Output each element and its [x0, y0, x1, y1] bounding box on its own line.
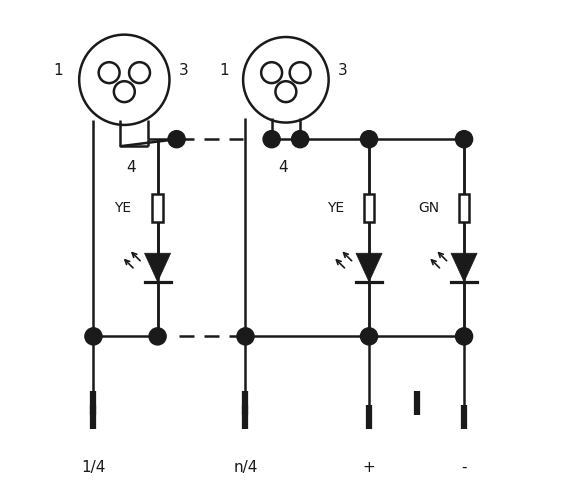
Circle shape	[168, 131, 185, 148]
Text: 1/4: 1/4	[81, 460, 105, 475]
Circle shape	[361, 328, 378, 345]
Text: -: -	[462, 460, 467, 475]
Circle shape	[263, 131, 280, 148]
Text: YE: YE	[115, 201, 132, 215]
Bar	[459, 194, 469, 222]
Polygon shape	[356, 253, 382, 282]
Text: 1: 1	[219, 63, 229, 78]
Circle shape	[237, 328, 254, 345]
Text: n/4: n/4	[233, 460, 257, 475]
Circle shape	[291, 131, 308, 148]
Circle shape	[361, 131, 378, 148]
Circle shape	[455, 131, 473, 148]
Bar	[153, 194, 163, 222]
Text: YE: YE	[327, 201, 344, 215]
Text: 4: 4	[126, 160, 136, 175]
Text: 1: 1	[53, 63, 62, 78]
Circle shape	[149, 328, 166, 345]
Polygon shape	[451, 253, 477, 282]
Text: 3: 3	[338, 63, 348, 78]
Text: GN: GN	[418, 201, 439, 215]
Text: 4: 4	[279, 160, 289, 175]
Bar	[364, 194, 374, 222]
Circle shape	[85, 328, 102, 345]
Circle shape	[455, 328, 473, 345]
Text: 3: 3	[179, 63, 189, 78]
Text: +: +	[363, 460, 375, 475]
Polygon shape	[145, 253, 171, 282]
